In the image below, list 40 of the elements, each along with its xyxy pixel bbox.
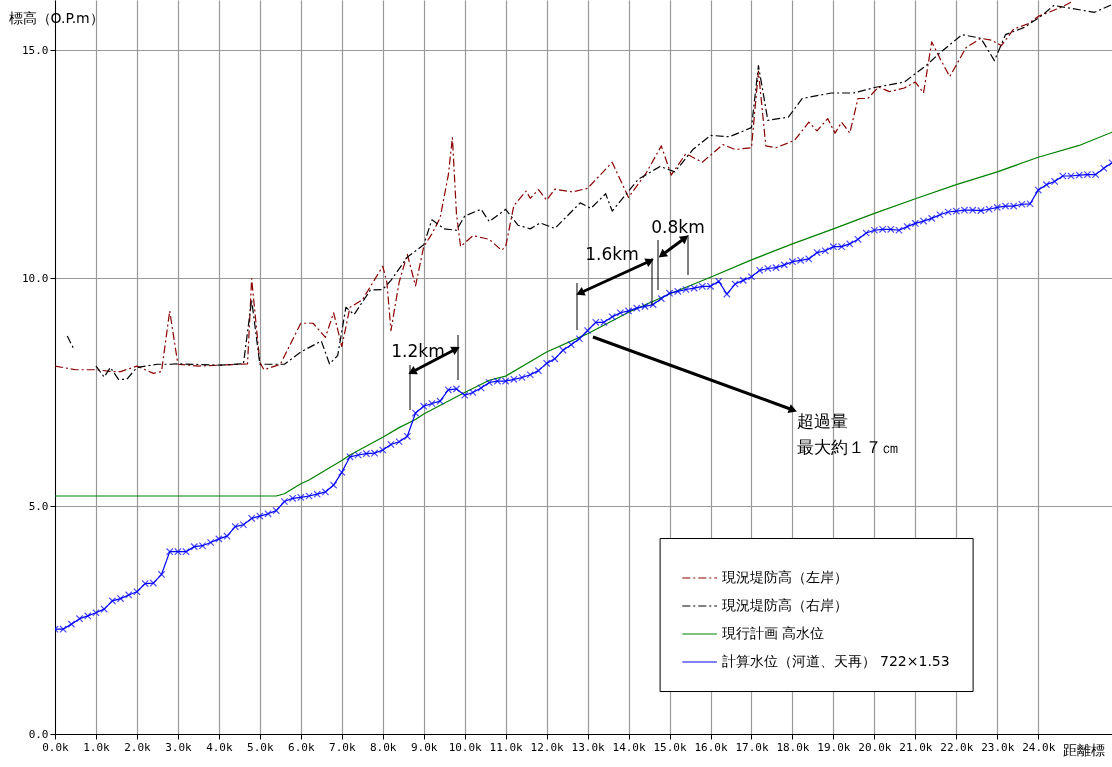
legend-label: 現況堤防高（左岸） xyxy=(721,569,848,586)
x-tick-label: 9.0k xyxy=(410,740,438,754)
legend-label: 計算水位（河道、天再） 722×1.53 xyxy=(721,653,950,670)
annotation: 超過量 xyxy=(797,411,848,431)
x-tick-label: 5.0k xyxy=(247,740,274,754)
annotation: 最大約１７㎝ xyxy=(797,437,899,457)
x-tick-label: 20.0k xyxy=(858,740,892,754)
x-tick-label: 11.0k xyxy=(489,740,524,754)
x-tick-label: 3.0k xyxy=(165,740,193,754)
x-tick-label: 13.0k xyxy=(571,740,606,754)
x-tick-label: 0.0k xyxy=(42,740,70,754)
x-tick-label: 6.0k xyxy=(288,740,315,754)
x-tick-label: 1.0k xyxy=(83,740,111,754)
x-tick-label: 17.0k xyxy=(735,740,769,754)
x-tick-label: 18.0k xyxy=(776,740,810,754)
y-tick-label: 0.0 xyxy=(28,727,49,741)
x-tick-label: 23.0k xyxy=(981,740,1015,754)
x-tick-label: 22.0k xyxy=(940,740,974,754)
legend-label: 現況堤防高（右岸） xyxy=(721,597,848,614)
x-tick-label: 24.0k xyxy=(1022,740,1056,754)
annotation: 1.2km xyxy=(391,341,445,361)
legend-label: 現行計画 高水位 xyxy=(721,625,825,642)
y-tick-label: 10.0 xyxy=(22,271,49,285)
x-tick-label: 16.0k xyxy=(694,740,728,754)
x-tick-label: 15.0k xyxy=(653,740,687,754)
x-tick-label: 7.0k xyxy=(329,740,356,754)
y-tick-label: 5.0 xyxy=(28,499,49,513)
x-tick-label: 19.0k xyxy=(817,740,851,754)
annotation: 0.8km xyxy=(651,217,705,237)
x-axis-title: 距離標 xyxy=(1062,741,1105,758)
x-tick-label: 12.0k xyxy=(530,740,565,754)
line-series xyxy=(55,131,1112,497)
x-tick-label: 2.0k xyxy=(124,740,152,754)
y-tick-label: 15.0 xyxy=(22,43,49,57)
x-tick-label: 4.0k xyxy=(206,740,233,754)
x-tick-label: 10.0k xyxy=(448,740,483,754)
annotation: 1.6km xyxy=(585,244,639,264)
x-tick-label: 21.0k xyxy=(899,740,933,754)
x-tick-label: 8.0k xyxy=(370,740,397,754)
x-tick-label: 14.0k xyxy=(612,740,646,754)
